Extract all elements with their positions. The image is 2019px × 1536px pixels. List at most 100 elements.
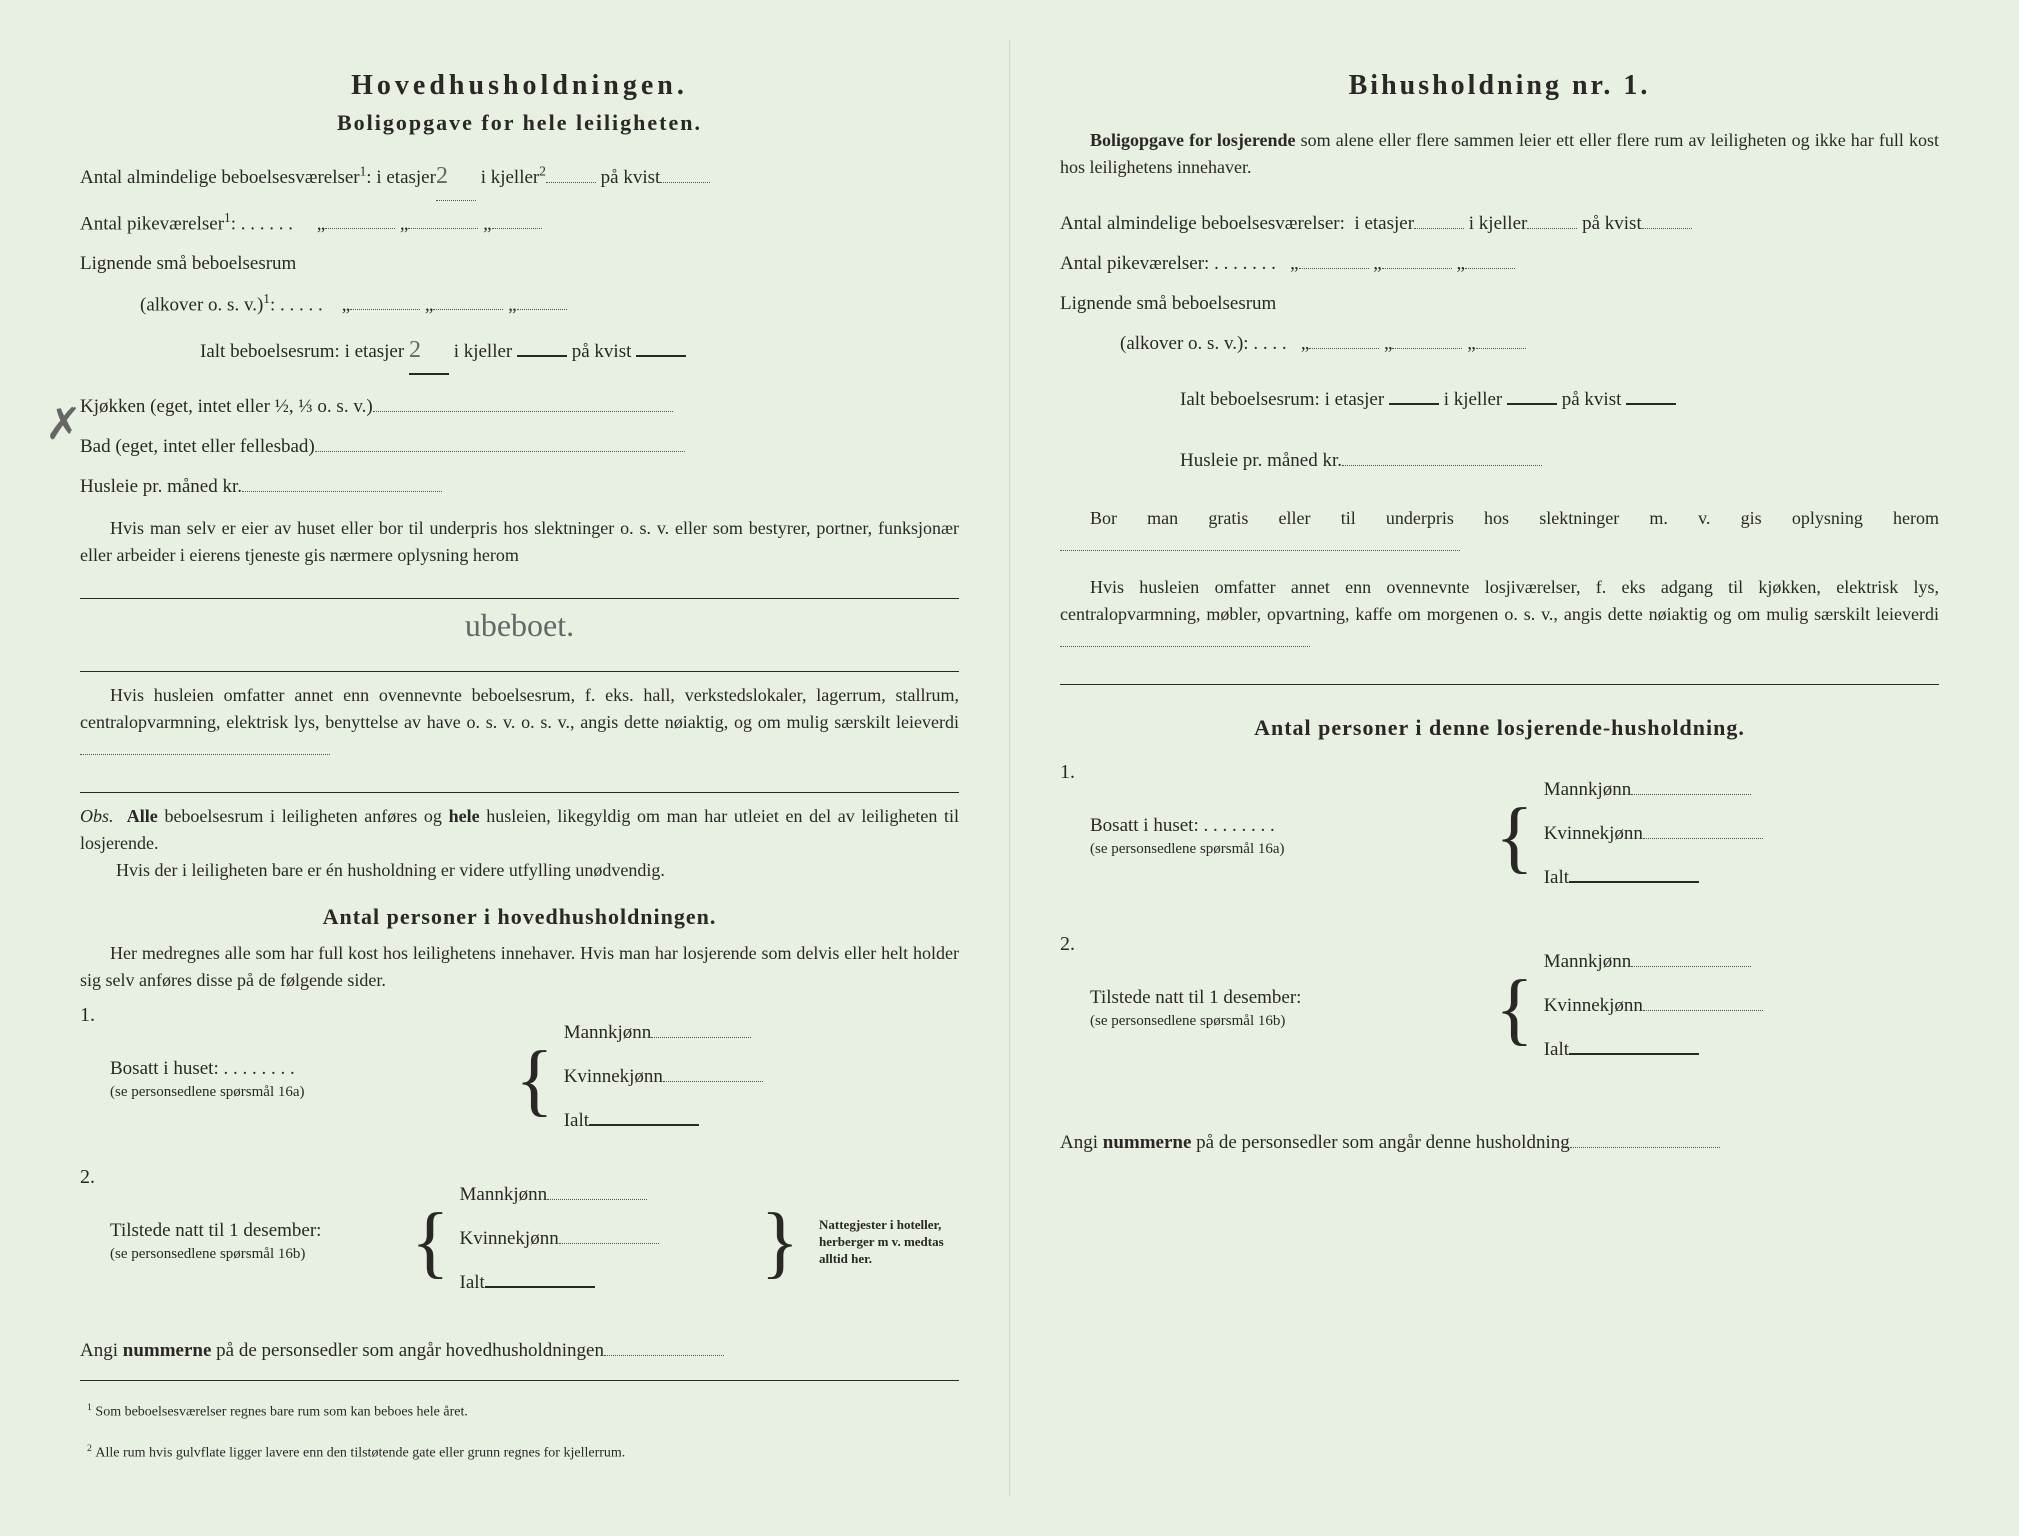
left-item1: 1. Bosatt i huset: . . . . . . . . (se p… bbox=[80, 1004, 959, 1156]
label: på kvist bbox=[601, 167, 661, 188]
label: Antal almindelige beboelsesværelser: bbox=[1060, 213, 1345, 234]
right-row-total: Ialt beboelsesrum: i etasjer i kjeller p… bbox=[1060, 382, 1939, 418]
label: i kjeller bbox=[1444, 389, 1503, 410]
label: Lignende små beboelsesrum bbox=[1060, 293, 1276, 314]
label: (alkover o. s. v.): bbox=[1120, 333, 1249, 354]
fn-text: Som beboelsesværelser regnes bare rum so… bbox=[95, 1404, 467, 1419]
sub: (se personsedlene spørsmål 16a) bbox=[110, 1084, 305, 1100]
num: 1. bbox=[1060, 761, 1090, 913]
label: (alkover o. s. v.) bbox=[140, 294, 263, 315]
text: Hvis husleien omfatter annet enn ovennev… bbox=[80, 685, 959, 732]
label: Lignende små beboelsesrum bbox=[80, 253, 296, 274]
text: Hvis der i leiligheten bare er én hushol… bbox=[116, 860, 665, 880]
left-angi: Angi nummerne på de personsedler som ang… bbox=[80, 1333, 959, 1369]
right-angi: Angi nummerne på de personsedler som ang… bbox=[1060, 1125, 1939, 1161]
left-section-heading: Antal personer i hovedhusholdningen. bbox=[80, 904, 959, 930]
left-row-rooms: Antal almindelige beboelsesværelser1: i … bbox=[80, 154, 959, 201]
left-para2: Hvis husleien omfatter annet enn ovennev… bbox=[80, 682, 959, 763]
left-row-pike: Antal pikeværelser1: . . . . . . „ „ „ bbox=[80, 205, 959, 242]
left-section-intro: Her medregnes alle som har full kost hos… bbox=[80, 940, 959, 994]
right-para2: Hvis husleien omfatter annet enn ovennev… bbox=[1060, 574, 1939, 655]
fn-num: 2 bbox=[87, 1443, 92, 1454]
handwritten-mark: ✗ bbox=[45, 399, 82, 450]
fn-num: 1 bbox=[87, 1402, 92, 1413]
right-husleie: Husleie pr. måned kr. bbox=[1060, 443, 1939, 479]
handwritten-value: 2 bbox=[409, 337, 421, 363]
label: i kjeller bbox=[1469, 213, 1528, 234]
label: Ialt bbox=[1544, 867, 1569, 888]
right-row-small-sub: (alkover o. s. v.): . . . . „ „ „ bbox=[1060, 326, 1939, 362]
label: Ialt bbox=[564, 1110, 589, 1131]
text: Alle bbox=[127, 806, 158, 826]
brace-icon: { bbox=[1495, 969, 1533, 1049]
right-intro: Boligopgave for losjerende som alene ell… bbox=[1060, 127, 1939, 181]
left-row-total: Ialt beboelsesrum: i etasjer 2 i kjeller… bbox=[80, 328, 959, 376]
left-page: Hovedhusholdningen. Boligopgave for hele… bbox=[30, 40, 1010, 1496]
label: Husleie pr. måned kr. bbox=[80, 476, 242, 497]
left-heading-sub: Boligopgave for hele leiligheten. bbox=[80, 110, 959, 136]
fn-text: Alle rum hvis gulvflate ligger lavere en… bbox=[95, 1446, 625, 1461]
label: Kvinnekjønn bbox=[564, 1066, 663, 1087]
label: Kvinnekjønn bbox=[1544, 823, 1643, 844]
sub: (se personsedlene spørsmål 16b) bbox=[1090, 1013, 1285, 1029]
brace-icon: { bbox=[411, 1202, 449, 1282]
left-heading-main: Hovedhusholdningen. bbox=[80, 70, 959, 102]
label: i etasjer bbox=[1325, 389, 1385, 410]
label: Tilstede natt til 1 desember: bbox=[110, 1220, 321, 1241]
left-bad: Bad (eget, intet eller fellesbad) bbox=[80, 429, 959, 465]
label: Kvinnekjønn bbox=[460, 1228, 559, 1249]
left-husleie: Husleie pr. måned kr. bbox=[80, 469, 959, 505]
label: Bad (eget, intet eller fellesbad) bbox=[80, 436, 315, 457]
blank-line bbox=[1060, 665, 1939, 685]
right-row-small: Lignende små beboelsesrum bbox=[1060, 286, 1939, 322]
right-item2: 2. Tilstede natt til 1 desember: (se per… bbox=[1060, 933, 1939, 1085]
obs-label: Obs. bbox=[80, 806, 114, 826]
label: Antal pikeværelser bbox=[80, 213, 224, 234]
label: på kvist bbox=[1582, 213, 1642, 234]
right-item1: 1. Bosatt i huset: . . . . . . . . (se p… bbox=[1060, 761, 1939, 913]
right-page: Bihusholdning nr. 1. Boligopgave for los… bbox=[1010, 40, 1989, 1496]
blank-line bbox=[80, 652, 959, 672]
label: i etasjer bbox=[376, 167, 436, 188]
text: beboelsesrum i leiligheten anføres og bbox=[158, 806, 449, 826]
num: 1. bbox=[80, 1004, 110, 1156]
label: Ialt bbox=[1544, 1039, 1569, 1060]
left-item2: 2. Tilstede natt til 1 desember: (se per… bbox=[80, 1166, 959, 1318]
num: 2. bbox=[80, 1166, 110, 1318]
label: Kvinnekjønn bbox=[1544, 995, 1643, 1016]
left-row-small-sub: (alkover o. s. v.)1: . . . . . „ „ „ bbox=[80, 286, 959, 323]
left-obs: Obs. Alle beboelsesrum i leiligheten anf… bbox=[80, 803, 959, 884]
label: Husleie pr. måned kr. bbox=[1180, 450, 1342, 471]
sub: (se personsedlene spørsmål 16b) bbox=[110, 1246, 305, 1262]
text: hele bbox=[449, 806, 480, 826]
handwritten-value: 2 bbox=[436, 163, 448, 189]
right-row-rooms: Antal almindelige beboelsesværelser: i e… bbox=[1060, 206, 1939, 242]
text: Boligopgave for losjerende bbox=[1090, 130, 1296, 150]
footnote-1: 1 Som beboelsesværelser regnes bare rum … bbox=[80, 1393, 959, 1423]
right-para1: Bor man gratis eller til underpris hos s… bbox=[1060, 505, 1939, 559]
brace-icon: { bbox=[1495, 797, 1533, 877]
label: i kjeller bbox=[454, 341, 513, 362]
text: Bor man gratis eller til underpris hos s… bbox=[1090, 508, 1939, 528]
label: Antal almindelige beboelsesværelser bbox=[80, 167, 360, 188]
label: på kvist bbox=[1562, 389, 1622, 410]
label: Kjøkken (eget, intet eller ½, ⅓ o. s. v.… bbox=[80, 396, 373, 417]
brace-icon: } bbox=[761, 1202, 799, 1282]
left-para1: Hvis man selv er eier av huset eller bor… bbox=[80, 515, 959, 569]
handwritten-note: ubeboet. bbox=[465, 607, 574, 643]
label: Mannkjønn bbox=[1544, 779, 1632, 800]
label: på kvist bbox=[572, 341, 632, 362]
label: Mannkjønn bbox=[1544, 951, 1632, 972]
label: Bosatt i huset: bbox=[110, 1058, 219, 1079]
blank-line bbox=[80, 773, 959, 793]
label: Tilstede natt til 1 desember: bbox=[1090, 987, 1301, 1008]
brace-icon: { bbox=[515, 1040, 553, 1120]
label: Mannkjønn bbox=[564, 1022, 652, 1043]
label: Bosatt i huset: bbox=[1090, 815, 1199, 836]
right-row-pike: Antal pikeværelser: . . . . . . . „ „ „ bbox=[1060, 246, 1939, 282]
footnote-separator bbox=[80, 1380, 959, 1381]
right-heading-main: Bihusholdning nr. 1. bbox=[1060, 70, 1939, 102]
blank-line bbox=[80, 579, 959, 599]
num: 2. bbox=[1060, 933, 1090, 1085]
right-section-heading: Antal personer i denne losjerende-hushol… bbox=[1060, 715, 1939, 741]
